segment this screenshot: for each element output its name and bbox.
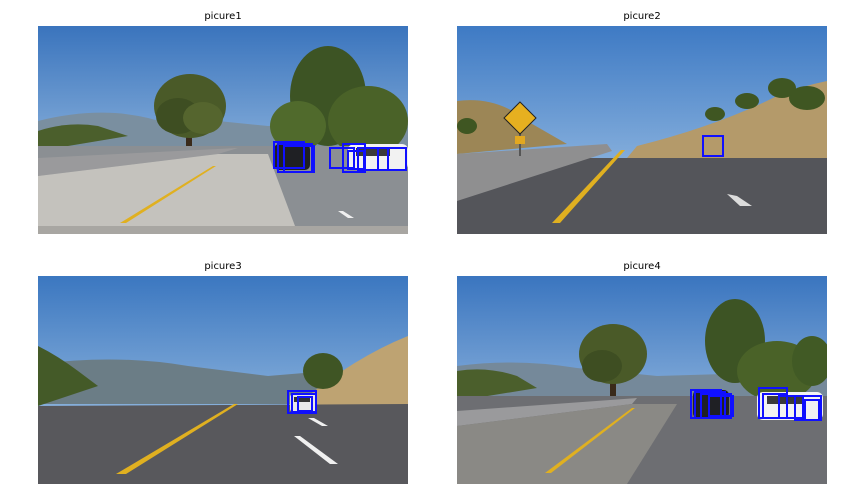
lane-yellow <box>116 404 238 474</box>
lane-dash <box>727 194 752 206</box>
lane-yellow <box>545 408 635 473</box>
panel-1-image <box>38 26 408 234</box>
panel-2-image <box>457 26 827 234</box>
road-surface <box>38 404 408 484</box>
left-trees <box>38 346 98 406</box>
detection-boxes <box>690 387 822 421</box>
detection-box <box>702 135 724 157</box>
panel-3-title: picure3 <box>204 261 242 272</box>
panel-1-title: picure1 <box>204 11 242 22</box>
concrete-lane <box>457 404 677 484</box>
barrier <box>457 398 637 426</box>
lane-yellow <box>120 166 216 223</box>
road-surface <box>457 158 827 234</box>
hill-trees <box>457 78 825 134</box>
center-tree <box>154 74 226 149</box>
left-trees <box>457 369 537 401</box>
right-tree <box>270 46 408 156</box>
center-tree <box>579 324 647 398</box>
lane-dash-2 <box>308 418 328 426</box>
left-barrier <box>457 144 612 201</box>
deer-sign <box>503 101 537 156</box>
distant-hills <box>457 362 827 406</box>
right-tree <box>303 353 343 389</box>
hood <box>38 226 408 234</box>
panel-4-image <box>457 276 827 484</box>
panel-2-title: picure2 <box>623 11 661 22</box>
panel-3-image <box>38 276 408 484</box>
left-trees <box>38 124 128 151</box>
lane-dash <box>338 211 354 218</box>
panel-4-title: picure4 <box>623 261 661 272</box>
lane-dash <box>294 436 338 464</box>
lane-yellow <box>552 150 625 223</box>
barrier <box>38 148 238 176</box>
detection-boxes <box>287 390 317 414</box>
right-hill <box>308 336 408 411</box>
right-hill <box>627 81 827 158</box>
car <box>290 394 316 412</box>
right-tree <box>705 299 827 401</box>
left-hill <box>457 100 567 154</box>
detection-boxes <box>273 141 407 173</box>
